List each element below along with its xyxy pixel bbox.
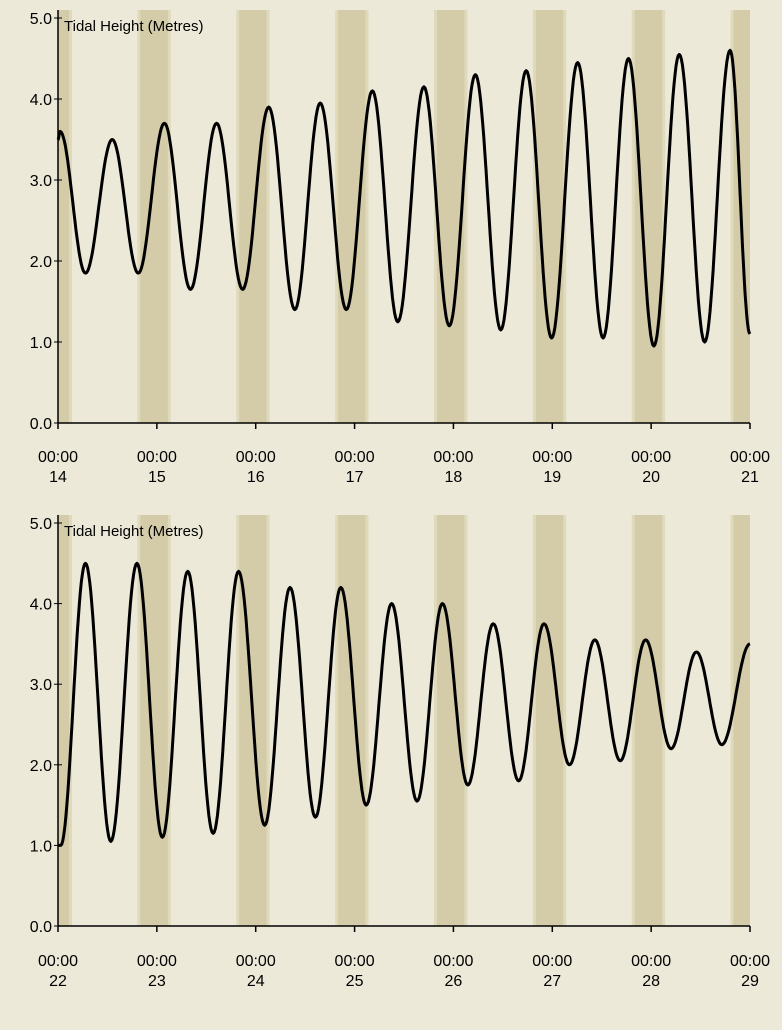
y-tick-label: 0.0 xyxy=(30,416,52,433)
y-tick-label: 5.0 xyxy=(30,516,52,533)
chart-title: Tidal Height (Metres) xyxy=(64,523,203,540)
x-tick-time-label: 00:00 xyxy=(137,953,177,970)
tide-height-line xyxy=(56,48,752,348)
x-tick-day-label: 21 xyxy=(741,469,759,486)
y-tick-label: 1.0 xyxy=(30,838,52,855)
x-tick-time-label: 00:00 xyxy=(730,449,770,466)
x-tick-time-label: 00:00 xyxy=(335,449,375,466)
x-tick-day-label: 15 xyxy=(148,469,166,486)
y-tick-label: 3.0 xyxy=(30,173,52,190)
y-tick-label: 5.0 xyxy=(30,11,52,28)
x-tick-day-label: 19 xyxy=(543,469,561,486)
x-tick-time-label: 00:00 xyxy=(433,953,473,970)
y-tick-label: 1.0 xyxy=(30,335,52,352)
y-tick-label: 4.0 xyxy=(30,92,52,109)
night-band xyxy=(338,10,366,423)
y-tick-label: 2.0 xyxy=(30,758,52,775)
x-tick-day-label: 23 xyxy=(148,973,166,990)
x-tick-time-label: 00:00 xyxy=(38,953,78,970)
x-tick-day-label: 29 xyxy=(741,973,759,990)
x-tick-time-label: 00:00 xyxy=(236,449,276,466)
night-band xyxy=(58,515,69,926)
night-band xyxy=(140,515,168,926)
x-tick-time-label: 00:00 xyxy=(137,449,177,466)
night-band xyxy=(338,515,366,926)
x-tick-time-label: 00:00 xyxy=(38,449,78,466)
night-band xyxy=(733,515,750,926)
x-tick-time-label: 00:00 xyxy=(532,953,572,970)
x-tick-time-label: 00:00 xyxy=(335,953,375,970)
x-tick-day-label: 22 xyxy=(49,973,67,990)
night-band xyxy=(140,10,168,423)
chart-title: Tidal Height (Metres) xyxy=(64,18,203,35)
tide-height-line xyxy=(56,561,751,847)
y-tick-label: 4.0 xyxy=(30,597,52,614)
y-tick-label: 2.0 xyxy=(30,254,52,271)
x-tick-time-label: 00:00 xyxy=(730,953,770,970)
x-tick-day-label: 28 xyxy=(642,973,660,990)
tide-chart-week-2: 0.0 1.0 2.0 3.0 4.0 5.0 00:00 22 00:00 23 00:00 24 0… xyxy=(30,515,770,990)
night-band xyxy=(634,10,663,423)
x-tick-day-label: 24 xyxy=(247,973,265,990)
y-tick-label: 3.0 xyxy=(30,677,52,694)
y-tick-label: 0.0 xyxy=(30,919,52,936)
x-tick-day-label: 26 xyxy=(445,973,463,990)
x-tick-day-label: 17 xyxy=(346,469,364,486)
x-tick-day-label: 14 xyxy=(49,469,67,486)
x-tick-day-label: 20 xyxy=(642,469,660,486)
x-tick-day-label: 25 xyxy=(346,973,364,990)
tide-chart-week-1: 0.0 1.0 2.0 3.0 4.0 5.0 00:00 14 00:00 15 00:00 16 0… xyxy=(30,10,770,486)
x-tick-day-label: 16 xyxy=(247,469,265,486)
x-tick-day-label: 18 xyxy=(445,469,463,486)
x-tick-time-label: 00:00 xyxy=(631,953,671,970)
night-band xyxy=(634,515,663,926)
x-tick-time-label: 00:00 xyxy=(433,449,473,466)
x-tick-time-label: 00:00 xyxy=(236,953,276,970)
x-tick-day-label: 27 xyxy=(543,973,561,990)
night-band xyxy=(436,515,465,926)
x-tick-time-label: 00:00 xyxy=(532,449,572,466)
x-tick-time-label: 00:00 xyxy=(631,449,671,466)
night-band xyxy=(58,10,69,423)
